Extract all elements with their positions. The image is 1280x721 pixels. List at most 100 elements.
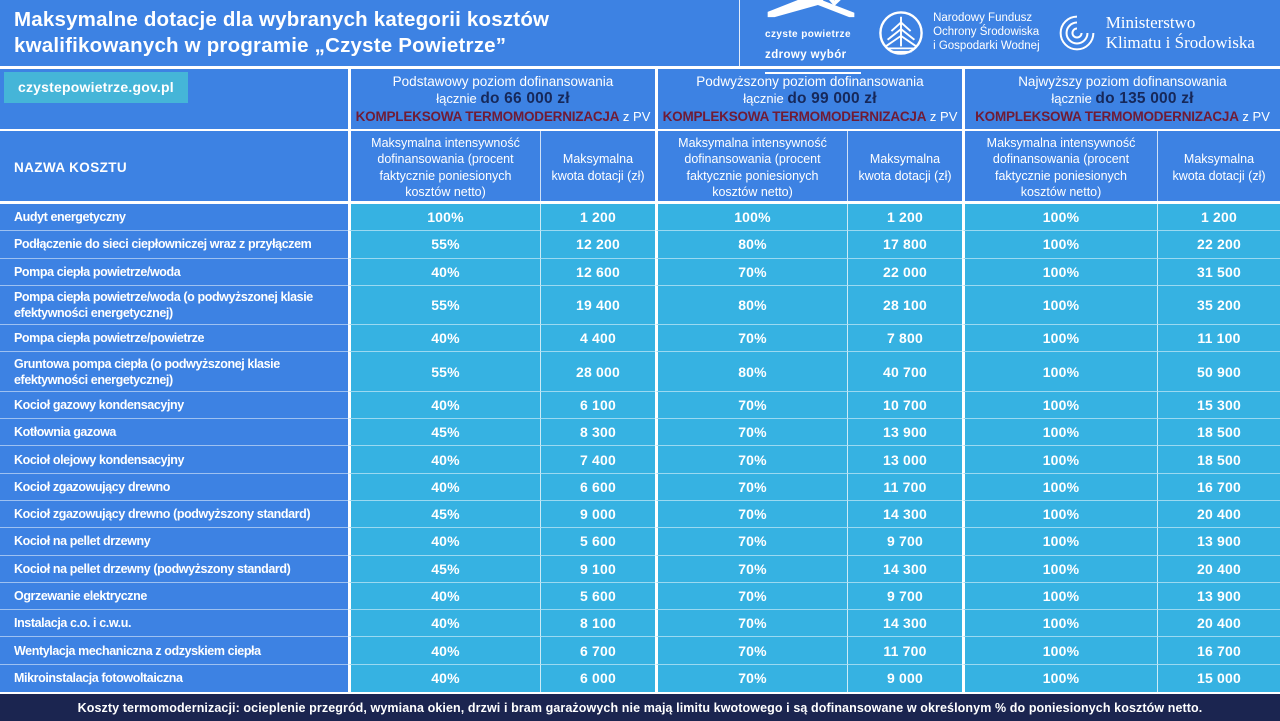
tree-circle-icon: [879, 11, 923, 55]
column-header-cost-name: NAZWA KOSZTU: [14, 159, 128, 175]
intensity-value: 100%: [962, 528, 1157, 556]
table-row: Kocioł na pellet drzewny 40% 5 600 70% 9 700…: [0, 528, 1280, 556]
nfosigw-logo: Narodowy Fundusz Ochrony Środowiska i Go…: [878, 10, 1040, 56]
site-badge-area: czystepowietrze.gov.pl: [0, 69, 348, 129]
amount-value: 22 200: [1157, 231, 1280, 259]
intensity-value: 70%: [655, 555, 847, 583]
table-row: Kocioł na pellet drzewny (podwyższony st…: [0, 555, 1280, 583]
intensity-value: 70%: [655, 582, 847, 611]
intensity-value: 70%: [655, 664, 847, 693]
table-row: Mikroinstalacja fotowoltaiczna 40% 6 000 70…: [0, 664, 1280, 693]
intensity-value: 100%: [962, 446, 1157, 474]
cost-name: Wentylacja mechaniczna z odzyskiem ciepł…: [0, 637, 348, 665]
amount-value: 20 400: [1157, 555, 1280, 583]
table-row: Ogrzewanie elektryczne 40% 5 600 70% 9 700 10…: [0, 582, 1280, 611]
amount-value: 20 400: [1157, 500, 1280, 529]
cost-name: Kocioł na pellet drzewny: [0, 528, 348, 556]
tier-emphasis: KOMPLEKSOWA TERMOMODERNIZACJA: [662, 109, 927, 124]
tier-amount-line: łącznie do 135 000 zł: [1051, 90, 1194, 107]
cost-name: Kotłownia gazowa: [0, 419, 348, 447]
divider: [0, 129, 1280, 131]
amount-value: 10 700: [847, 391, 962, 420]
intensity-value: 70%: [655, 473, 847, 501]
amount-value: 5 600: [540, 582, 655, 611]
intensity-value: 40%: [348, 391, 540, 420]
intensity-value: 40%: [348, 325, 540, 353]
table-row: Kotłownia gazowa 45% 8 300 70% 13 900 100% 18 …: [0, 419, 1280, 447]
table-row: Instalacja c.o. i c.w.u. 40% 8 100 70% 14 30…: [0, 610, 1280, 638]
cost-name: Pompa ciepła powietrze/woda: [0, 259, 348, 286]
amount-value: 15 300: [1157, 391, 1280, 420]
amount-value: 1 200: [540, 204, 655, 232]
cost-name: Kocioł gazowy kondensacyjny: [0, 392, 348, 420]
intensity-value: 100%: [962, 391, 1157, 420]
cost-name: Ogrzewanie elektryczne: [0, 583, 348, 611]
amount-value: 11 700: [847, 637, 962, 665]
intensity-value: 100%: [962, 637, 1157, 665]
amount-value: 16 700: [1157, 637, 1280, 665]
intensity-value: 100%: [962, 204, 1157, 232]
intensity-value: 80%: [655, 352, 847, 392]
ministry-logo-text: Ministerstwo Klimatu i Środowiska: [1105, 12, 1255, 52]
column-header-intensity: Maksymalna intensywność dofinansowania (…: [962, 131, 1157, 204]
tier-scope-line: KOMPLEKSOWA TERMOMODERNIZACJA z PV: [975, 109, 1270, 124]
column-header-intensity: Maksymalna intensywność dofinansowania (…: [348, 131, 540, 204]
table-row: Audyt energetyczny 100% 1 200 100% 1 200 100%…: [0, 204, 1280, 232]
tier-scope-line: KOMPLEKSOWA TERMOMODERNIZACJA z PV: [355, 109, 651, 124]
tier-emphasis: KOMPLEKSOWA TERMOMODERNIZACJA: [355, 109, 620, 124]
cp-logo-line2: zdrowy wybór: [765, 49, 847, 61]
intensity-value: 100%: [962, 500, 1157, 529]
intensity-value: 40%: [348, 258, 540, 286]
fingerprint-icon: [1059, 15, 1095, 51]
amount-value: 6 100: [540, 391, 655, 420]
intensity-value: 40%: [348, 610, 540, 638]
intensity-value: 40%: [348, 582, 540, 611]
banner: Maksymalne dotacje dla wybranych kategor…: [0, 0, 1280, 74]
column-header-amount: Maksymalna kwota dotacji (zł): [1157, 131, 1280, 204]
page-title: Maksymalne dotacje dla wybranych kategor…: [14, 8, 550, 57]
tier-name: Podwyższony poziom dofinansowania: [696, 74, 924, 89]
amount-value: 8 300: [540, 419, 655, 447]
amount-value: 14 300: [847, 610, 962, 638]
intensity-value: 100%: [962, 610, 1157, 638]
intensity-value: 70%: [655, 446, 847, 474]
tier-name: Podstawowy poziom dofinansowania: [392, 74, 614, 89]
intensity-value: 70%: [655, 528, 847, 556]
intensity-value: 100%: [962, 473, 1157, 501]
table-row: Gruntowa pompa ciepła (o podwyższonej kl…: [0, 352, 1280, 392]
amount-value: 9 100: [540, 555, 655, 583]
table-body: Audyt energetyczny 100% 1 200 100% 1 200 100%…: [0, 204, 1280, 693]
cost-name: Mikroinstalacja fotowoltaiczna: [14, 671, 183, 686]
intensity-value: 45%: [348, 555, 540, 583]
table-row: Podłączenie do sieci ciepłowniczej wraz …: [0, 231, 1280, 259]
amount-value: 1 200: [1157, 204, 1280, 232]
intensity-value: 100%: [655, 204, 847, 232]
ministry-logo: Ministerstwo Klimatu i Środowiska: [1057, 13, 1255, 53]
title-area: Maksymalne dotacje dla wybranych kategor…: [0, 0, 740, 66]
amount-value: 1 200: [847, 204, 962, 232]
table-row: Kocioł zgazowujący drewno (podwyższony s…: [0, 500, 1280, 529]
amount-value: 18 500: [1157, 419, 1280, 447]
intensity-value: 80%: [655, 231, 847, 259]
amount-value: 14 300: [847, 555, 962, 583]
amount-value: 8 100: [540, 610, 655, 638]
cost-name: Gruntowa pompa ciepła (o podwyższonej kl…: [0, 352, 348, 392]
intensity-value: 100%: [962, 258, 1157, 286]
amount-value: 18 500: [1157, 446, 1280, 474]
intensity-value: 70%: [655, 419, 847, 447]
amount-value: 11 700: [847, 473, 962, 501]
amount-value: 7 800: [847, 325, 962, 353]
divider: [0, 66, 1280, 69]
column-header-intensity: Maksymalna intensywność dofinansowania (…: [655, 131, 847, 204]
amount-value: 11 100: [1157, 325, 1280, 353]
cost-name: Instalacja c.o. i c.w.u.: [0, 610, 348, 638]
intensity-value: 55%: [348, 285, 540, 326]
amount-value: 13 900: [1157, 528, 1280, 556]
cost-name: Kocioł na pellet drzewny (podwyższony st…: [0, 556, 348, 583]
amount-value: 22 000: [847, 258, 962, 286]
amount-value: 16 700: [1157, 473, 1280, 501]
intensity-value: 70%: [655, 391, 847, 420]
column-header-amount: Maksymalna kwota dotacji (zł): [847, 131, 962, 204]
intensity-value: 55%: [348, 231, 540, 259]
